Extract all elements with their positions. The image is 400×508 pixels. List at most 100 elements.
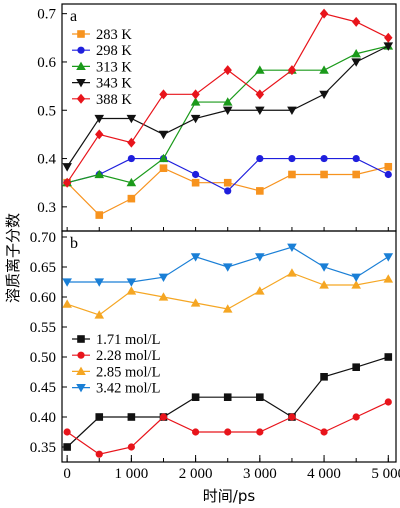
legend-marker xyxy=(77,46,85,54)
data-point-b-2-8 xyxy=(319,280,329,289)
data-point-a-4-3 xyxy=(159,89,168,100)
data-point-a-0-8 xyxy=(320,170,328,179)
data-point-b-3-9 xyxy=(351,273,361,282)
data-point-b-0-0 xyxy=(63,443,71,451)
panel-a-y-tick-label: 0.7 xyxy=(37,7,56,23)
panel-b-y-tick-label: 0.40 xyxy=(30,410,56,426)
data-point-a-4-4 xyxy=(191,89,200,100)
legend-entry-a-3: 343 K xyxy=(72,76,132,92)
data-point-a-2-9 xyxy=(351,48,361,58)
legend-label: 298 K xyxy=(96,43,132,59)
data-point-b-2-2 xyxy=(126,286,137,295)
series-a-0 xyxy=(63,162,393,219)
data-point-a-3-3 xyxy=(158,130,169,140)
data-point-b-0-1 xyxy=(95,413,104,421)
legend-marker xyxy=(76,93,86,104)
data-point-a-4-6 xyxy=(255,89,265,100)
legend-label: 313 K xyxy=(96,59,132,75)
data-point-b-3-7 xyxy=(287,243,297,252)
legend-entry-a-0: 283 K xyxy=(72,27,132,43)
data-point-b-3-8 xyxy=(319,263,329,272)
data-point-a-4-5 xyxy=(223,65,232,76)
data-point-b-2-9 xyxy=(351,280,361,289)
panel-b-y-tick-label: 0.65 xyxy=(30,260,56,276)
legend-label: 343 K xyxy=(96,76,132,92)
data-point-b-3-2 xyxy=(126,278,137,287)
series-a-4 xyxy=(62,8,393,188)
data-point-b-2-4 xyxy=(190,298,201,307)
data-point-a-2-4 xyxy=(190,97,201,106)
data-point-a-0-2 xyxy=(127,194,136,203)
data-point-b-1-10 xyxy=(384,398,392,406)
data-point-b-0-6 xyxy=(256,393,264,401)
panel-b-y-tick-label: 0.60 xyxy=(30,290,56,306)
data-point-b-0-5 xyxy=(223,393,232,401)
data-point-a-3-4 xyxy=(190,114,201,124)
data-point-a-3-2 xyxy=(126,114,137,124)
data-point-a-3-0 xyxy=(62,163,72,172)
panel-a-y-tick-label: 0.6 xyxy=(37,55,56,71)
x-tick-label: 1 000 xyxy=(114,466,148,482)
data-point-a-0-6 xyxy=(256,187,264,195)
data-point-b-2-3 xyxy=(158,292,169,301)
data-point-a-0-9 xyxy=(352,170,360,179)
data-point-b-3-5 xyxy=(222,263,233,272)
data-point-b-2-6 xyxy=(255,286,265,295)
panel-b-y-tick-label: 0.35 xyxy=(30,440,56,456)
legend-label: 2.28 mol/L xyxy=(96,348,160,364)
data-point-b-1-3 xyxy=(159,413,168,421)
data-point-b-2-7 xyxy=(287,268,297,277)
data-point-b-3-4 xyxy=(190,253,201,262)
panel-b-y-tick-label: 0.45 xyxy=(30,380,56,396)
panel-a-label: a xyxy=(70,8,77,25)
data-point-a-3-8 xyxy=(319,90,329,100)
data-point-b-2-5 xyxy=(222,304,233,313)
panel-a-y-tick-label: 0.4 xyxy=(37,152,56,168)
data-point-a-2-5 xyxy=(222,97,233,106)
data-point-a-1-7 xyxy=(288,154,296,163)
legend-marker xyxy=(77,335,85,343)
legend-entry-b-1: 2.28 mol/L xyxy=(72,348,160,364)
data-point-b-0-4 xyxy=(191,393,200,401)
data-point-a-3-1 xyxy=(94,114,105,124)
data-point-b-1-1 xyxy=(95,450,103,458)
x-tick-label: 0 xyxy=(63,466,71,482)
data-point-a-1-4 xyxy=(192,170,200,179)
legend-entry-a-4: 388 K xyxy=(72,92,132,108)
legend-label: 283 K xyxy=(96,27,132,43)
series-line-b-1 xyxy=(66,401,389,455)
data-point-b-1-5 xyxy=(224,428,232,436)
legend-marker xyxy=(76,366,86,375)
legend-label: 1.71 mol/L xyxy=(96,332,160,348)
data-point-a-1-10 xyxy=(384,170,392,179)
panel-b-frame xyxy=(61,230,397,463)
data-point-a-1-5 xyxy=(224,187,232,195)
panel-b-y-tick-label: 0.50 xyxy=(30,350,56,366)
data-point-a-1-6 xyxy=(256,154,264,163)
data-point-b-0-9 xyxy=(352,363,360,371)
x-tick-label: 3 000 xyxy=(243,466,277,482)
shared-y-axis-title: 溶质离子分数 xyxy=(4,213,22,303)
data-point-b-3-3 xyxy=(158,273,169,282)
legend-marker xyxy=(76,61,86,70)
data-point-a-2-8 xyxy=(319,65,329,74)
legend-entry-b-2: 2.85 mol/L xyxy=(72,364,160,380)
panel-b-label: b xyxy=(70,235,78,252)
legend-entry-b-0: 1.71 mol/L xyxy=(72,332,160,348)
data-point-a-3-9 xyxy=(351,58,361,67)
legend-entry-a-2: 313 K xyxy=(72,59,132,75)
data-point-a-1-2 xyxy=(127,154,135,163)
data-point-a-4-9 xyxy=(351,16,361,27)
data-point-a-3-10 xyxy=(383,42,394,51)
panel-a-y-tick-label: 0.5 xyxy=(37,103,56,119)
data-point-a-4-0 xyxy=(62,177,72,188)
data-point-b-2-10 xyxy=(383,274,394,283)
data-point-a-4-7 xyxy=(287,65,297,76)
data-point-a-0-1 xyxy=(95,211,104,219)
series-a-3 xyxy=(62,42,394,172)
x-tick-label: 4 000 xyxy=(307,466,341,482)
legend-label: 3.42 mol/L xyxy=(96,381,160,397)
data-point-b-2-1 xyxy=(94,310,105,319)
legend-label: 388 K xyxy=(96,92,132,108)
data-point-a-2-2 xyxy=(126,177,137,187)
